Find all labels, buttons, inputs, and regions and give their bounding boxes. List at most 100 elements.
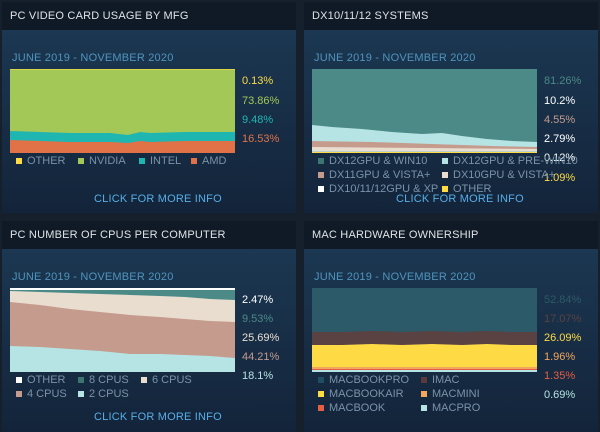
value-4cpus: 44.21% [242, 351, 280, 363]
series-macbookpro [312, 288, 537, 332]
legend-label: AMD [202, 155, 227, 167]
panel-title: PC NUMBER OF CPUS PER COMPUTER [2, 221, 296, 249]
legend-macpro: MACPRO [421, 402, 480, 414]
legend-macmini: MACMINI [421, 388, 480, 400]
legend-label: OTHER [453, 183, 492, 195]
value-amd: 16.53% [242, 133, 280, 145]
swatch [318, 158, 324, 164]
legend-label: OTHER [27, 374, 66, 386]
swatch [141, 377, 147, 383]
legend-label: 2 CPUS [89, 388, 129, 400]
panel-title: DX10/11/12 SYSTEMS [304, 2, 598, 30]
value-intel: 9.48% [242, 114, 274, 126]
legend-amd: AMD [191, 155, 226, 167]
swatch [442, 158, 448, 164]
legend-dx11-vista: DX11GPU & VISTA+ [318, 169, 430, 181]
legend-dx12-prewin10: DX12GPU & PRE-WIN10 [442, 155, 578, 167]
legend-label: 4 CPUS [27, 388, 67, 400]
legend-2cpus: 2 CPUS [78, 388, 129, 400]
legend-4cpus: 4 CPUS [16, 388, 67, 400]
series-xp [312, 151, 537, 152]
swatch [442, 172, 448, 178]
series-dx12-prewin10 [312, 125, 537, 147]
swatch [421, 391, 427, 397]
legend-dx12-win10: DX12GPU & WIN10 [318, 155, 427, 167]
panel-dx-systems[interactable]: DX10/11/12 SYSTEMS JUNE 2019 - NOVEMBER … [304, 2, 598, 213]
swatch [16, 377, 22, 383]
swatch [78, 391, 84, 397]
legend-label: DX12GPU & WIN10 [329, 155, 428, 167]
series-other [10, 69, 235, 70]
value-8cpus: 9.53% [242, 313, 274, 325]
legend-label: 6 CPUS [152, 374, 192, 386]
value-other: 1.09% [544, 172, 576, 184]
more-info-link[interactable]: CLICK FOR MORE INFO [396, 193, 524, 205]
legend-intel: INTEL [139, 155, 181, 167]
swatch [191, 158, 197, 164]
value-6cpus: 25.69% [242, 332, 280, 344]
swatch [318, 186, 324, 192]
legend-other: OTHER [16, 155, 66, 167]
swatch [318, 172, 324, 178]
value-macbookair: 26.09% [544, 332, 582, 344]
swatch [442, 186, 448, 192]
legend-6cpus: 6 CPUS [141, 374, 192, 386]
value-macbook: 1.35% [544, 370, 576, 382]
panel-title: MAC HARDWARE OWNERSHIP [304, 221, 598, 249]
legend-macbook: MACBOOK [318, 402, 385, 414]
legend-other: OTHER [16, 374, 66, 386]
value-dx10-vista: 2.79% [544, 133, 576, 145]
legend-label: NVIDIA [89, 155, 126, 167]
panel-cpus[interactable]: PC NUMBER OF CPUS PER COMPUTER JUNE 2019… [2, 221, 296, 432]
value-dx12-win10: 81.26% [544, 75, 582, 87]
value-macmini: 1.96% [544, 351, 576, 363]
date-range: JUNE 2019 - NOVEMBER 2020 [12, 271, 174, 283]
value-xp: 0.12% [544, 152, 576, 164]
value-imac: 17.07% [544, 313, 582, 325]
value-dx11-vista: 4.55% [544, 114, 576, 126]
value-macpro: 0.69% [544, 389, 576, 401]
legend-imac: IMAC [421, 374, 460, 386]
legend-label: DX11GPU & VISTA+ [329, 169, 431, 181]
series-other [10, 288, 235, 290]
area-chart [10, 288, 235, 372]
legend-macbookair: MACBOOKAIR [318, 388, 404, 400]
date-range: JUNE 2019 - NOVEMBER 2020 [314, 271, 476, 283]
legend-label: DX10GPU & VISTA+ [453, 169, 556, 181]
value-nvidia: 73.86% [242, 95, 280, 107]
legend-label: MACPRO [432, 402, 481, 414]
legend-dx10-vista: DX10GPU & VISTA+ [442, 169, 555, 181]
swatch [139, 158, 145, 164]
more-info-link[interactable]: CLICK FOR MORE INFO [94, 411, 222, 423]
area-chart [312, 288, 537, 372]
swatch [16, 391, 22, 397]
legend-label: OTHER [27, 155, 66, 167]
area-chart [312, 69, 537, 153]
value-dx12-prewin10: 10.2% [544, 95, 576, 107]
swatch [318, 391, 324, 397]
legend-8cpus: 8 CPUS [78, 374, 129, 386]
more-info-link[interactable]: CLICK FOR MORE INFO [94, 193, 222, 205]
value-other: 0.13% [242, 75, 274, 87]
panel-gpu-mfg[interactable]: PC VIDEO CARD USAGE BY MFG JUNE 2019 - N… [2, 2, 296, 213]
value-macbookpro: 52.84% [544, 294, 582, 306]
area-chart [10, 69, 235, 153]
value-2cpus: 18.1% [242, 370, 274, 382]
legend-label: INTEL [150, 155, 182, 167]
swatch [16, 158, 22, 164]
legend-label: MACBOOKAIR [329, 388, 404, 400]
legend-label: MACMINI [432, 388, 480, 400]
series-nvidia [10, 69, 235, 135]
swatch [78, 158, 84, 164]
series-dx10-vista [312, 147, 537, 151]
panel-mac-hardware[interactable]: MAC HARDWARE OWNERSHIP JUNE 2019 - NOVEM… [304, 221, 598, 432]
legend-label: MACBOOK [329, 402, 386, 414]
series-other [312, 152, 537, 153]
legend-other: OTHER [442, 183, 492, 195]
legend-macbookpro: MACBOOKPRO [318, 374, 409, 386]
swatch [318, 377, 324, 383]
value-other: 2.47% [242, 294, 274, 306]
legend-xp: DX10/11/12GPU & XP [318, 183, 438, 195]
swatch [318, 405, 324, 411]
swatch [421, 405, 427, 411]
